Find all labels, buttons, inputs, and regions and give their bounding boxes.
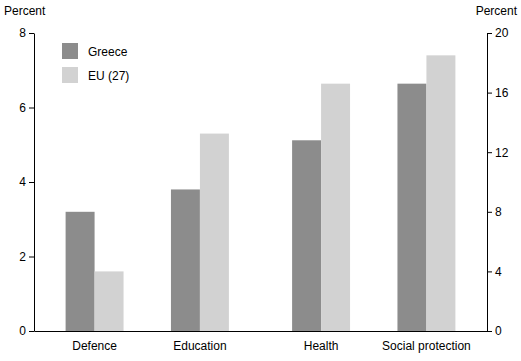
y-tick: 8 — [487, 205, 502, 219]
x-tick: Social protection — [382, 331, 471, 353]
bars — [292, 55, 455, 331]
y-axis-line — [34, 34, 35, 332]
y-tick-label: 4 — [495, 265, 502, 279]
y-tick: 4 — [487, 265, 502, 279]
x-axis: Defence Education — [35, 331, 262, 353]
y-tick-label: 8 — [19, 26, 26, 40]
y-tick: 0 — [19, 324, 34, 338]
y-tick-line — [487, 152, 492, 153]
y-tick-line — [29, 108, 34, 109]
y-tick-label: 16 — [495, 86, 509, 100]
x-tick-label: Health — [304, 339, 339, 353]
legend-swatch — [62, 67, 78, 83]
y-tick-label: 0 — [495, 324, 502, 338]
x-tick: Education — [173, 331, 226, 353]
x-axis-line — [261, 331, 488, 332]
bars — [66, 134, 229, 331]
bar — [66, 212, 95, 331]
legend: Greece EU (27) — [62, 43, 129, 83]
bar — [171, 189, 200, 331]
y-tick-line — [487, 271, 492, 272]
x-tick-label: Social protection — [382, 339, 471, 353]
y-tick: 16 — [487, 86, 509, 100]
bar — [426, 55, 455, 331]
legend-label: Greece — [88, 45, 128, 59]
y-tick: 6 — [19, 101, 34, 115]
y-tick-line — [29, 33, 34, 34]
legend-swatch — [62, 43, 78, 59]
y-tick: 4 — [19, 175, 34, 189]
legend-label: EU (27) — [88, 69, 129, 83]
y-tick-line — [29, 182, 34, 183]
y-tick-line — [487, 93, 492, 94]
y-tick: 20 — [487, 26, 509, 40]
y-axis-line — [487, 34, 488, 332]
y-tick: 8 — [19, 26, 34, 40]
bar — [95, 271, 124, 331]
y-tick-line — [29, 257, 34, 258]
y-tick-label: 12 — [495, 146, 509, 160]
x-axis-line — [35, 331, 262, 332]
y-tick-label: 2 — [19, 250, 26, 264]
y-tick-label: 8 — [495, 205, 502, 219]
x-tick-label: Defence — [72, 339, 117, 353]
axis-title: Percent — [476, 4, 518, 18]
bar — [200, 134, 229, 331]
y-tick: 2 — [19, 250, 34, 264]
y-tick-line — [487, 212, 492, 213]
chart: Defence Education 0 2 4 6 8 Percent Greece EU (27… — [0, 0, 521, 361]
y-tick-line — [29, 331, 34, 332]
y-tick-line — [487, 33, 492, 34]
x-tick-label: Education — [173, 339, 226, 353]
bar — [292, 140, 321, 331]
bar — [321, 84, 350, 331]
y-tick: 0 — [487, 324, 502, 338]
y2-axis: 0 4 8 12 16 20 — [487, 26, 509, 338]
x-tick: Health — [304, 331, 339, 353]
y-tick-line — [487, 331, 492, 332]
x-tick: Defence — [72, 331, 117, 353]
y-tick-label: 4 — [19, 175, 26, 189]
y-tick-label: 20 — [495, 26, 509, 40]
y-tick-label: 6 — [19, 101, 26, 115]
y-tick-label: 0 — [19, 324, 26, 338]
x-axis: Health Social protection — [261, 331, 488, 353]
y-tick: 12 — [487, 146, 509, 160]
bar — [397, 84, 426, 331]
y-axis: 0 2 4 6 8 — [19, 26, 34, 338]
axis-title: Percent — [4, 4, 46, 18]
